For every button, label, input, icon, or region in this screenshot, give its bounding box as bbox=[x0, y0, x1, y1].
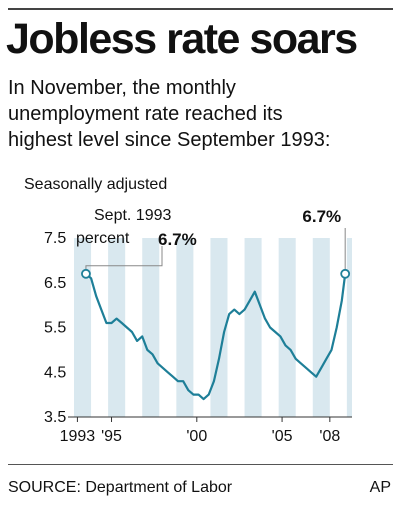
top-rule bbox=[8, 8, 393, 10]
year-band bbox=[176, 238, 194, 417]
x-tick-label: 1993 bbox=[60, 428, 96, 445]
x-tick-label: '95 bbox=[101, 428, 122, 445]
year-band bbox=[312, 238, 330, 417]
y-tick-label: 5.5 bbox=[44, 320, 66, 337]
subtitle-line-3: highest level since September 1993: bbox=[8, 129, 331, 151]
year-band bbox=[74, 238, 92, 417]
subtitle-line-2: unemployment rate reached its bbox=[8, 103, 283, 125]
page-title: Jobless rate soars bbox=[6, 15, 358, 63]
year-band bbox=[210, 238, 228, 417]
y-tick-label: 4.5 bbox=[44, 364, 66, 381]
annotation-value-2: 6.7% bbox=[302, 207, 341, 226]
footer-rule bbox=[8, 464, 393, 465]
annotation-marker-2 bbox=[340, 268, 351, 279]
year-band bbox=[142, 238, 160, 417]
y-tick-label: 7.5 bbox=[44, 230, 66, 247]
y-tick-label: 3.5 bbox=[44, 409, 66, 426]
x-tick-label: '05 bbox=[272, 428, 293, 445]
subtitle-line-1: In November, the monthly bbox=[8, 77, 236, 99]
year-band bbox=[346, 238, 352, 417]
x-tick-label: '08 bbox=[319, 428, 340, 445]
annotation-value-1: 6.7% bbox=[158, 230, 197, 249]
agency-credit: AP bbox=[369, 479, 391, 496]
year-band bbox=[244, 238, 262, 417]
y-tick-label: 6.5 bbox=[44, 275, 66, 292]
annotation-marker-1 bbox=[81, 268, 91, 279]
year-band bbox=[278, 238, 296, 417]
x-tick-label: '00 bbox=[186, 428, 207, 445]
y-unit-label: percent bbox=[76, 230, 130, 247]
adjustment-note: Seasonally adjusted bbox=[24, 176, 168, 193]
annotation-label-1: Sept. 1993 bbox=[94, 207, 172, 224]
series-line bbox=[85, 272, 347, 401]
year-band bbox=[108, 238, 126, 417]
source-credit: SOURCE: Department of Labor bbox=[8, 479, 233, 496]
